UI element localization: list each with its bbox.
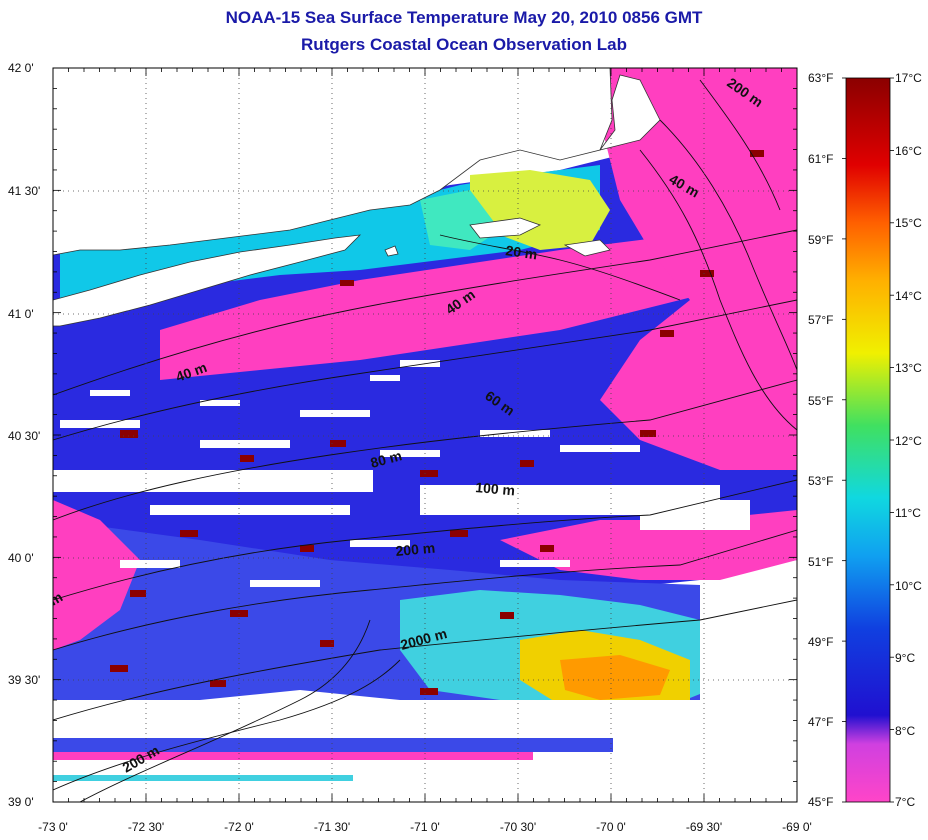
lon-tick-label: -72 30' xyxy=(128,820,164,834)
map-area: 200 m 40 m 20 m 40 m 40 m 60 m 80 m 100 … xyxy=(53,68,797,802)
celsius-tick-label: 10°C xyxy=(895,579,922,593)
fahrenheit-tick-label: 45°F xyxy=(808,795,833,809)
fahrenheit-tick-label: 53°F xyxy=(808,474,833,488)
sst-region-warm-eddy-hot xyxy=(560,655,670,700)
lat-tick-label: 41 30' xyxy=(8,184,40,198)
fahrenheit-tick-label: 47°F xyxy=(808,715,833,729)
lon-tick-label: -73 0' xyxy=(38,820,68,834)
celsius-tick-label: 8°C xyxy=(895,724,915,738)
fahrenheit-tick-label: 55°F xyxy=(808,394,833,408)
fahrenheit-tick-label: 49°F xyxy=(808,635,833,649)
latitude-axis: 42 0' 41 30' 41 0' 40 30' 40 0' 39 30' 3… xyxy=(8,61,40,809)
contour-label: 80 m xyxy=(369,447,404,471)
contour-label: 20 m xyxy=(505,242,539,262)
lon-tick-label: -71 30' xyxy=(314,820,350,834)
lon-tick-label: -69 30' xyxy=(686,820,722,834)
celsius-tick-label: 16°C xyxy=(895,144,922,158)
celsius-tick-label: 13°C xyxy=(895,361,922,375)
lat-tick-label: 39 0' xyxy=(8,795,34,809)
lon-tick-label: -70 0' xyxy=(596,820,626,834)
fahrenheit-tick-label: 51°F xyxy=(808,555,833,569)
celsius-tick-label: 9°C xyxy=(895,651,915,665)
contour-label: 100 m xyxy=(475,479,516,498)
temperature-colorbar xyxy=(845,77,891,803)
colorbar-ticks xyxy=(842,77,894,803)
lon-tick-label: -69 0' xyxy=(782,820,812,834)
sst-region-south-strip xyxy=(53,738,613,752)
longitude-axis: -73 0' -72 30' -72 0' -71 30' -71 0' -70… xyxy=(38,820,812,834)
celsius-tick-label: 15°C xyxy=(895,216,922,230)
graticule xyxy=(53,68,797,802)
map-subtitle: Rutgers Coastal Ocean Observation Lab xyxy=(301,35,627,54)
fahrenheit-tick-label: 61°F xyxy=(808,152,833,166)
sst-region-pink-band-east xyxy=(600,68,797,470)
warm-pixel-patches xyxy=(110,150,764,695)
celsius-scale: 17°C 16°C 15°C 14°C 13°C 12°C 11°C 10°C … xyxy=(895,71,922,809)
lon-tick-label: -72 0' xyxy=(224,820,254,834)
bathymetry-contours xyxy=(53,79,797,802)
sst-region-pink-band-west xyxy=(53,500,140,650)
sst-region-pink-band-north xyxy=(160,210,797,380)
fahrenheit-tick-label: 59°F xyxy=(808,233,833,247)
celsius-tick-label: 17°C xyxy=(895,71,922,85)
map-title: NOAA-15 Sea Surface Temperature May 20, … xyxy=(225,8,703,27)
celsius-tick-label: 7°C xyxy=(895,795,915,809)
lat-tick-label: 41 0' xyxy=(8,307,34,321)
celsius-tick-label: 12°C xyxy=(895,434,922,448)
celsius-tick-label: 14°C xyxy=(895,289,922,303)
frame-ticks xyxy=(52,67,798,803)
contour-label: 200 m xyxy=(395,540,436,559)
lat-tick-label: 39 30' xyxy=(8,673,40,687)
land-mass xyxy=(53,68,661,327)
lon-tick-label: -70 30' xyxy=(500,820,536,834)
lat-tick-label: 40 30' xyxy=(8,429,40,443)
lat-tick-label: 42 0' xyxy=(8,61,34,75)
fahrenheit-tick-label: 57°F xyxy=(808,313,833,327)
celsius-tick-label: 11°C xyxy=(895,506,921,520)
fahrenheit-scale: 63°F 61°F 59°F 57°F 55°F 53°F 51°F 49°F … xyxy=(808,71,833,809)
lon-tick-label: -71 0' xyxy=(410,820,440,834)
fahrenheit-tick-label: 63°F xyxy=(808,71,833,85)
lat-tick-label: 40 0' xyxy=(8,551,34,565)
